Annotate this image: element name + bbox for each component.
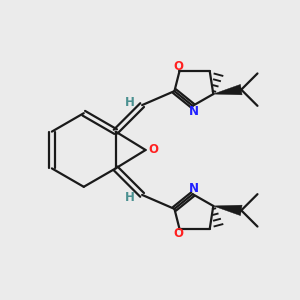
Polygon shape <box>213 84 242 95</box>
Text: H: H <box>125 96 135 109</box>
Text: H: H <box>125 191 135 204</box>
Polygon shape <box>213 205 242 216</box>
Text: O: O <box>149 143 159 157</box>
Text: O: O <box>173 227 183 240</box>
Text: N: N <box>189 105 199 118</box>
Text: N: N <box>189 182 199 195</box>
Text: O: O <box>173 60 183 73</box>
